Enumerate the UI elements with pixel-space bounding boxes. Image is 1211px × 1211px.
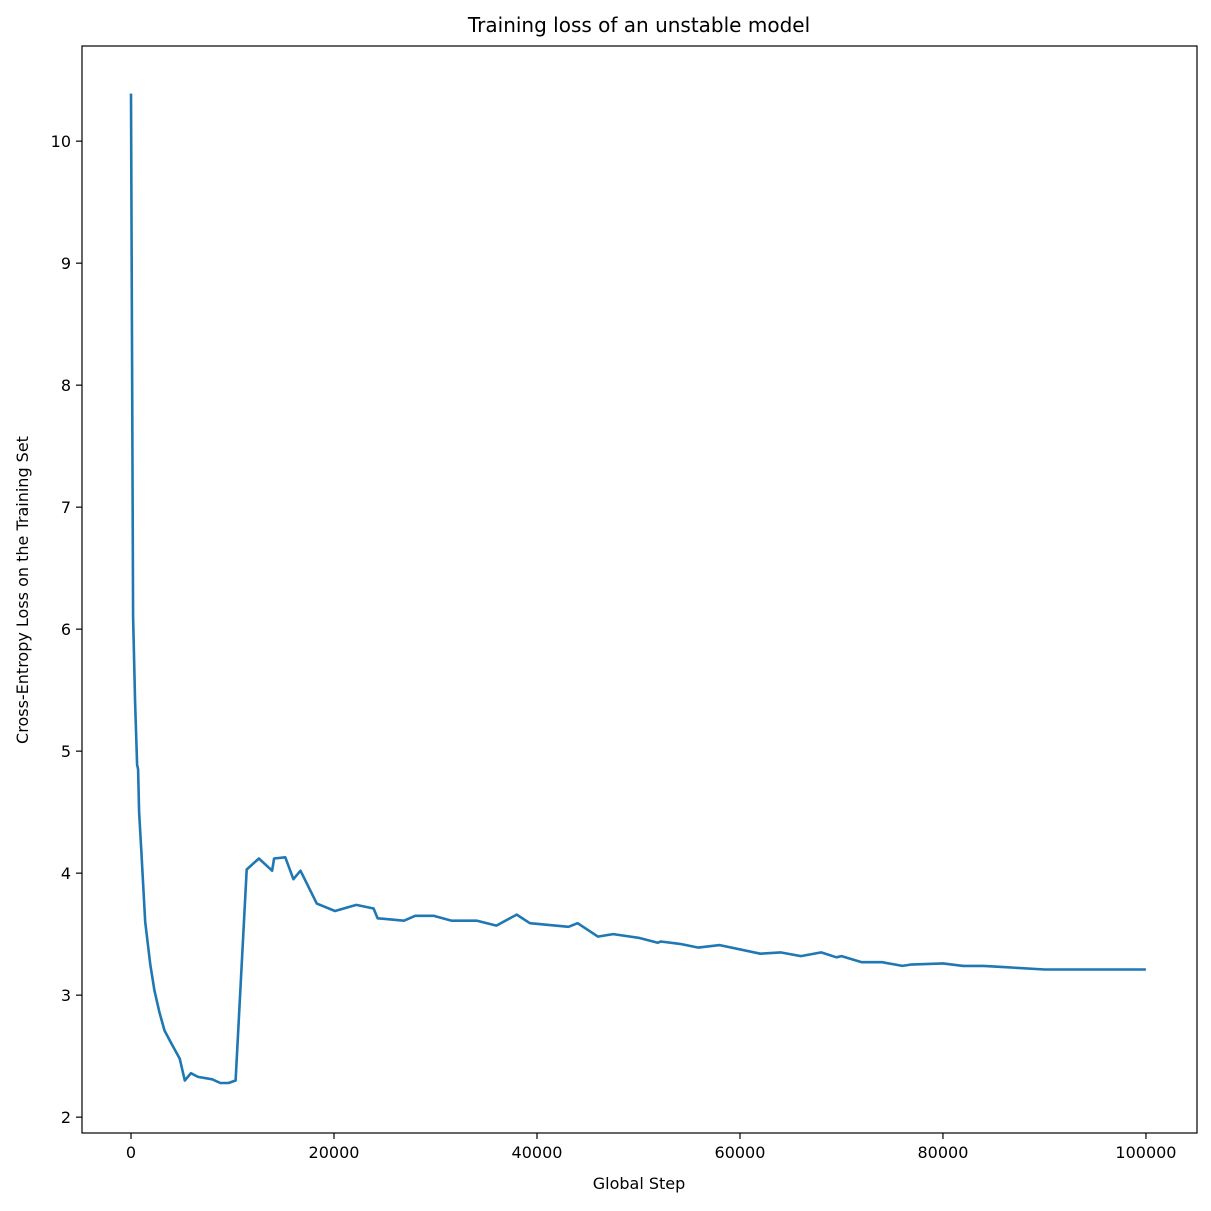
y-tick-label: 4	[61, 864, 71, 883]
plot-frame	[81, 45, 1198, 1134]
x-tick-label: 20000	[309, 1143, 360, 1162]
y-tick-label: 8	[61, 376, 71, 395]
x-axis: 0 20000 40000 60000 80000 100000	[126, 1133, 1176, 1162]
loss-line	[129, 93, 1146, 1085]
y-tick-label: 6	[61, 620, 71, 639]
x-axis-label: Global Step	[593, 1174, 686, 1193]
y-tick-label: 7	[61, 498, 71, 517]
x-tick-label: 60000	[715, 1143, 766, 1162]
y-tick-label: 10	[51, 132, 71, 151]
x-tick-label: 100000	[1115, 1143, 1176, 1162]
y-axis-label: Cross-Entropy Loss on the Training Set	[13, 436, 32, 744]
y-tick-label: 3	[61, 986, 71, 1005]
y-tick-label: 9	[61, 254, 71, 273]
y-tick-label: 5	[61, 742, 71, 761]
x-tick-label: 40000	[512, 1143, 563, 1162]
x-tick-label: 0	[126, 1143, 136, 1162]
x-tick-label: 80000	[918, 1143, 969, 1162]
chart-title: Training loss of an unstable model	[467, 13, 810, 37]
y-tick-label: 2	[61, 1108, 71, 1127]
y-axis: 2 3 4 5 6 7 8 9 10	[51, 132, 82, 1127]
